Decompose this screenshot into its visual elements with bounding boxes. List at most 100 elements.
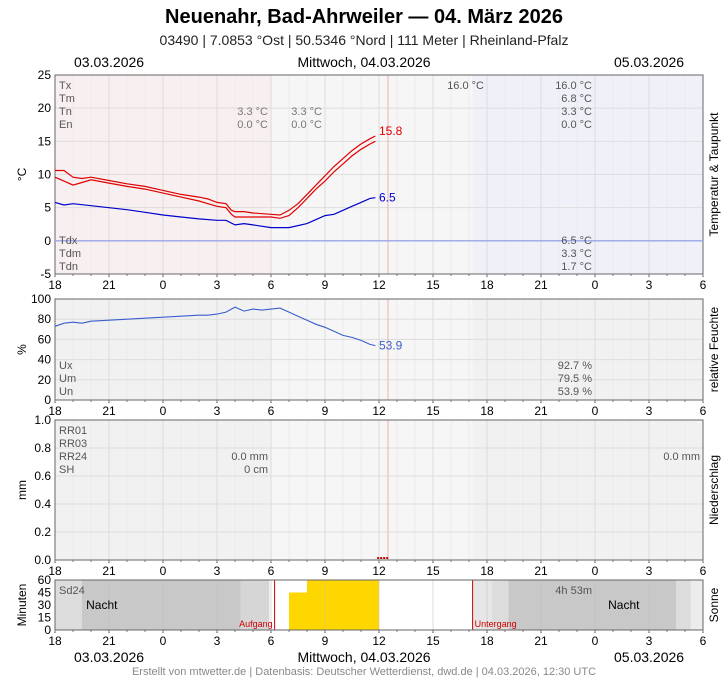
precip-marker	[377, 557, 380, 559]
stat-value-En: 0.0 °C	[561, 119, 592, 131]
y-tick-label-2: 0.4	[34, 497, 51, 511]
stat-value-Tx: 16.0 °C	[447, 80, 484, 92]
x-tick-label-1: 12	[372, 404, 386, 418]
night-dusk-2b	[492, 580, 509, 630]
night-label-2: Nacht	[608, 598, 640, 612]
sunshine-bar	[307, 580, 379, 630]
night-shade-2-2	[472, 420, 703, 560]
x-tick-label-0: 0	[160, 278, 167, 292]
x-tick-label-2: 21	[534, 564, 548, 578]
side-label-3: Sonne	[707, 587, 721, 622]
stat-value-RR24: 0.0 mm	[231, 451, 268, 463]
x-tick-label-2: 18	[480, 564, 494, 578]
x-tick-label-1: 9	[322, 404, 329, 418]
stat-name-SH: SH	[59, 464, 74, 476]
y-tick-label-2: 0.0	[34, 553, 51, 567]
y-tick-label-1: 0	[44, 393, 51, 407]
footer-credits: Erstellt von mtwetter.de | Datenbasis: D…	[131, 666, 597, 678]
x-tick-label-3: 0	[160, 634, 167, 648]
x-tick-label-1: 6	[268, 404, 275, 418]
x-tick-label-3: 15	[426, 634, 440, 648]
temp-end-label: 15.8	[379, 124, 403, 138]
y-tick-label-1: 60	[38, 332, 52, 346]
x-tick-label-3: 3	[646, 634, 653, 648]
station-info: 03490 | 7.0853 °Ost | 50.5346 °Nord | 11…	[159, 32, 569, 48]
date-right: 05.03.2026	[614, 54, 685, 70]
stat-value-En: 0.0 °C	[291, 119, 322, 131]
x-tick-label-3: 18	[480, 634, 494, 648]
stat-value-Ux: 92.7 %	[558, 360, 592, 372]
stat-value-Tn: 3.3 °C	[561, 106, 592, 118]
y-tick-label-0: 15	[38, 134, 52, 148]
y-tick-label-2: 1.0	[34, 413, 51, 427]
page-title: Neuenahr, Bad-Ahrweiler — 04. März 2026	[165, 6, 563, 28]
y-axis-label-1: %	[15, 344, 29, 355]
x-tick-label-2: 6	[700, 564, 707, 578]
x-tick-label-1: 21	[534, 404, 548, 418]
y-axis-label-3: Minuten	[15, 584, 29, 627]
y-tick-label-1: 100	[31, 292, 51, 306]
sunrise-label: Aufgang	[239, 619, 273, 629]
sun-frame	[54, 579, 704, 631]
x-tick-label-1: 0	[592, 404, 599, 418]
y-tick-label-3: 45	[38, 586, 52, 600]
x-tick-label-2: 12	[372, 564, 386, 578]
x-tick-label-1: 18	[480, 404, 494, 418]
x-tick-label-1: 3	[214, 404, 221, 418]
y-tick-label-0: 25	[38, 68, 52, 82]
x-tick-label-0: 21	[534, 278, 548, 292]
stat-name-Tdx: Tdx	[59, 235, 78, 247]
x-tick-label-0: 12	[372, 278, 386, 292]
y-tick-label-3: 15	[38, 611, 52, 625]
y-tick-label-0: 0	[44, 234, 51, 248]
date-left-bottom: 03.03.2026	[74, 649, 145, 665]
night-label-1: Nacht	[86, 598, 118, 612]
x-tick-label-3: 0	[592, 634, 599, 648]
precip-marker	[383, 557, 386, 559]
x-tick-label-1: 18	[48, 404, 62, 418]
x-tick-label-3: 6	[700, 634, 707, 648]
date-left: 03.03.2026	[74, 54, 145, 70]
x-tick-label-3: 21	[102, 634, 116, 648]
stat-name-Tdn: Tdn	[59, 261, 78, 273]
x-tick-label-3: 12	[372, 634, 386, 648]
x-tick-label-3: 21	[534, 634, 548, 648]
y-tick-label-0: 5	[44, 201, 51, 215]
side-label-1: relative Feuchte	[707, 306, 721, 392]
precip-marker	[386, 557, 389, 559]
x-tick-label-2: 6	[268, 564, 275, 578]
y-tick-label-0: 20	[38, 101, 52, 115]
x-tick-label-0: 18	[480, 278, 494, 292]
stat-value-SH: 0 cm	[244, 464, 268, 476]
stat-value-Tn: 3.3 °C	[291, 106, 322, 118]
y-tick-label-3: 0	[44, 623, 51, 637]
y-tick-label-1: 40	[38, 353, 52, 367]
y-tick-label-2: 0.8	[34, 441, 51, 455]
x-tick-label-3: 18	[48, 634, 62, 648]
x-tick-label-2: 15	[426, 564, 440, 578]
night-dawn-2	[676, 580, 691, 630]
date-right-bottom: 05.03.2026	[614, 649, 685, 665]
precip-right-value: 0.0 mm	[663, 451, 700, 463]
x-tick-label-2: 3	[214, 564, 221, 578]
y-tick-label-0: -5	[40, 267, 51, 281]
stat-name-Ux: Ux	[59, 360, 73, 372]
temp-min-line	[54, 140, 376, 219]
x-tick-label-2: 3	[646, 564, 653, 578]
y-tick-label-3: 60	[38, 573, 52, 587]
night-dusk-1	[55, 580, 82, 630]
x-tick-label-1: 0	[160, 404, 167, 418]
night-block-1	[55, 580, 270, 630]
stat-name-Un: Un	[59, 386, 73, 398]
precip-marker	[380, 557, 383, 559]
stat-name-RR01: RR01	[59, 425, 87, 437]
stat-value-Tdn: 1.7 °C	[561, 261, 592, 273]
x-tick-label-2: 0	[592, 564, 599, 578]
sd24-label: Sd24	[59, 585, 85, 597]
x-tick-label-3: 3	[214, 634, 221, 648]
x-tick-label-0: 9	[322, 278, 329, 292]
x-tick-label-0: 6	[700, 278, 707, 292]
night-dawn-2b	[690, 580, 703, 630]
stat-name-En: En	[59, 119, 72, 131]
stat-name-Tdm: Tdm	[59, 248, 81, 260]
